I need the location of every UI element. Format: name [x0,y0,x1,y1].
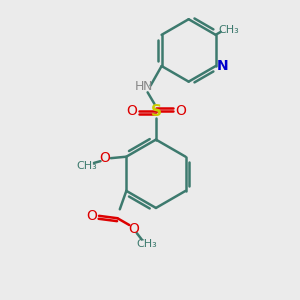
Text: CH₃: CH₃ [137,239,158,249]
Text: S: S [150,104,161,119]
Text: CH₃: CH₃ [76,161,97,172]
Text: H: H [135,80,144,94]
Text: O: O [128,222,139,236]
Text: CH₃: CH₃ [219,26,239,35]
Text: N: N [216,59,228,73]
Text: N: N [143,80,152,94]
Text: O: O [175,104,186,118]
Text: O: O [86,209,97,223]
Text: O: O [100,151,110,165]
Text: O: O [126,104,137,118]
